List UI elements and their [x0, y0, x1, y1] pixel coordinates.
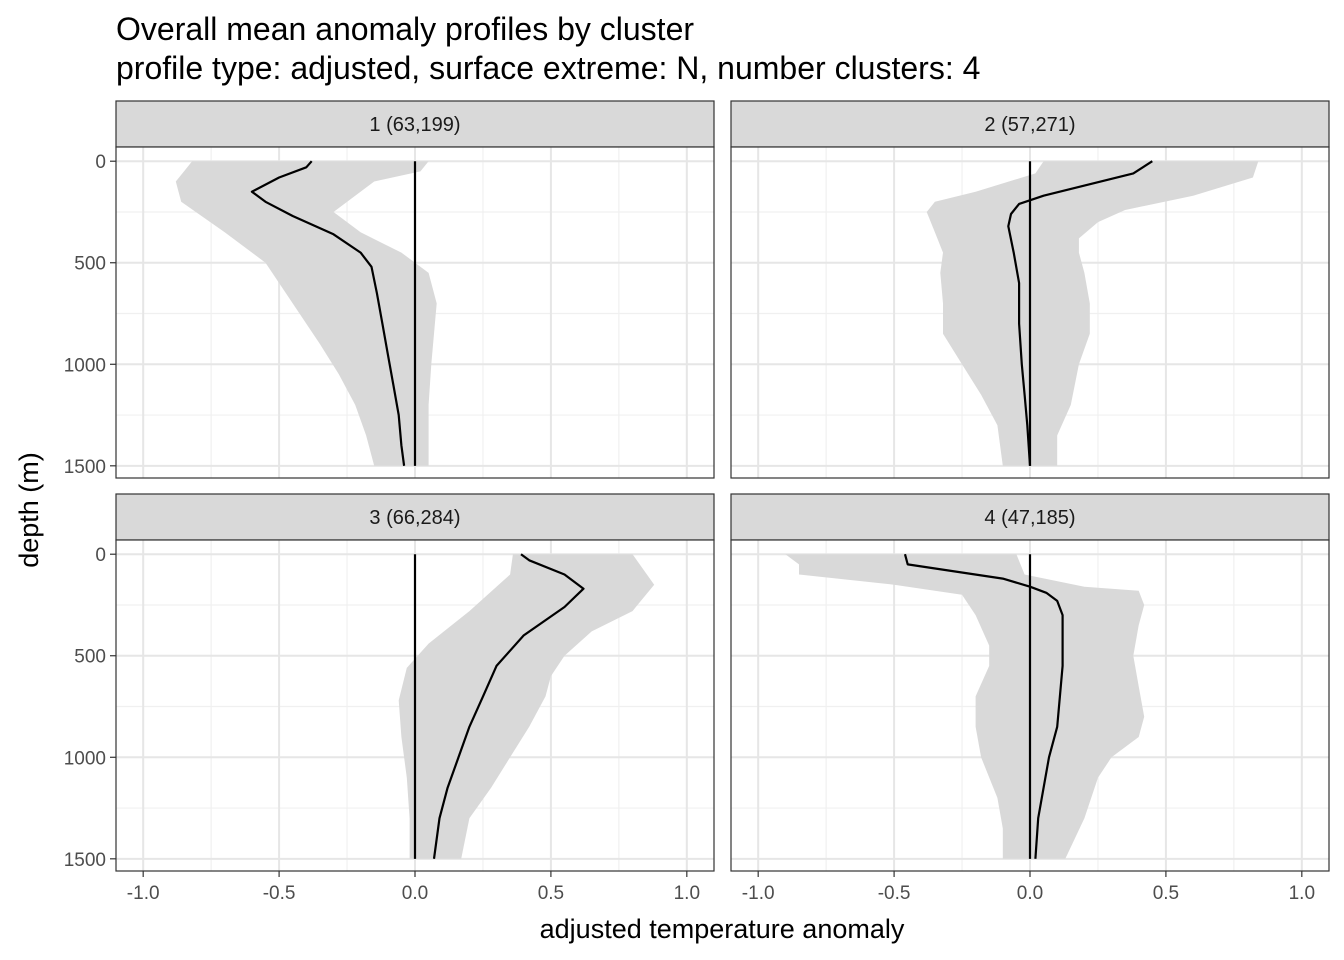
panel-1: 1 (63,199) 0 500 1000 1500	[64, 100, 715, 479]
x-tick-label: 0.5	[1153, 883, 1179, 904]
y-axis-title: depth (m)	[14, 452, 44, 568]
x-tick-label: -0.5	[878, 883, 911, 904]
chart-subtitle: profile type: adjusted, surface extreme:…	[116, 50, 980, 86]
x-axis-title: adjusted temperature anomaly	[540, 914, 905, 944]
y-tick-label: 0	[95, 545, 106, 566]
y-tick-label: 1000	[64, 748, 106, 769]
mean-profile-line	[250, 160, 406, 466]
mean-profile-line	[903, 553, 1064, 859]
panel-border	[730, 146, 1330, 479]
panel-3: 3 (66,284) 0 500 1000 1500 -1.0 -0.5 0.0 0.5 1.0	[64, 493, 715, 904]
y-tick-label: 1500	[64, 457, 106, 478]
mean-profile-line	[1007, 160, 1153, 466]
y-tick-label: 1000	[64, 355, 106, 376]
strip-label: 2 (57,271)	[984, 114, 1075, 136]
panel-4: 4 (47,185) -1.0 -0.5 0.0 0.5 1.0	[730, 493, 1330, 904]
y-tick-label: 0	[95, 152, 106, 173]
x-tick-label: -0.5	[263, 883, 296, 904]
strip-label: 1 (63,199)	[369, 114, 460, 136]
strip-background	[730, 493, 1330, 541]
x-tick-label: -1.0	[127, 883, 160, 904]
chart-title: Overall mean anomaly profiles by cluster	[116, 11, 694, 47]
panels: 1 (63,199) 0 500 1000 1500 2 (57,271) 3 (66,28…	[64, 100, 1330, 904]
x-tick-label: 0.0	[402, 883, 428, 904]
x-tick-label: 0.0	[1017, 883, 1043, 904]
strip-background	[115, 100, 715, 148]
x-tick-label: -1.0	[742, 883, 775, 904]
uncertainty-band	[398, 554, 655, 859]
x-tick-label: 1.0	[1289, 883, 1315, 904]
y-tick-label: 1500	[64, 850, 106, 871]
panel-2: 2 (57,271)	[730, 100, 1330, 479]
y-tick-label: 500	[74, 647, 106, 668]
y-tick-label: 500	[74, 254, 106, 275]
mean-profile-line	[432, 553, 585, 859]
strip-label: 3 (66,284)	[369, 507, 460, 529]
strip-background	[115, 493, 715, 541]
panel-border	[115, 146, 715, 479]
x-tick-label: 1.0	[674, 883, 700, 904]
x-tick-label: 0.5	[538, 883, 564, 904]
uncertainty-band	[175, 161, 437, 466]
strip-background	[730, 100, 1330, 148]
strip-label: 4 (47,185)	[984, 507, 1075, 529]
uncertainty-band	[785, 554, 1145, 859]
